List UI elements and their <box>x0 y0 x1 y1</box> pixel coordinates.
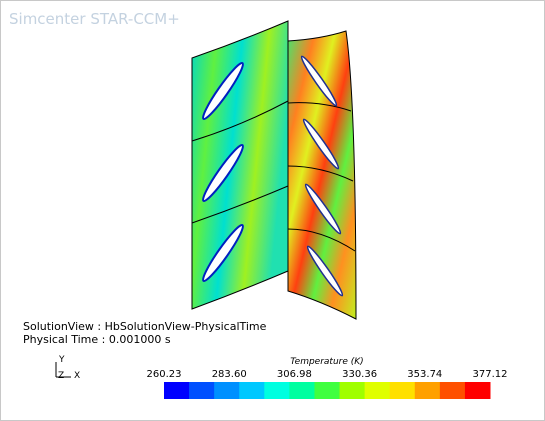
triad-x: X <box>74 371 80 381</box>
colorbar-segment <box>214 382 240 399</box>
colorbar-segment <box>389 382 416 399</box>
right-domain <box>287 30 357 320</box>
colorbar-tick-label: 260.23 <box>147 369 182 380</box>
triad-z: Z <box>58 371 64 381</box>
colorbar-title: Temperature (K) <box>290 357 363 367</box>
colorbar-tick-label: 283.60 <box>212 369 247 380</box>
colorbar-segment <box>339 382 366 399</box>
left-blades <box>202 62 244 282</box>
colorbar-segment <box>314 382 341 399</box>
colorbar-segment <box>364 382 391 399</box>
colorbar-tick-label: 353.74 <box>407 369 442 380</box>
physical-time: Physical Time : 0.001000 s <box>23 333 171 346</box>
axis-triad: Y Z X <box>55 355 80 381</box>
colorbar-tick-label: 330.36 <box>342 369 377 380</box>
triad-y: Y <box>58 355 65 365</box>
colorbar-segment <box>164 382 190 399</box>
colorbar-segment <box>264 382 290 399</box>
colorbar-segment <box>464 382 491 399</box>
colorbar-tick-label: 306.98 <box>277 369 312 380</box>
right-blades <box>300 55 344 297</box>
colorbar-segment <box>289 382 315 399</box>
colorbar-segment <box>414 382 441 399</box>
colorbar-segment <box>439 382 466 399</box>
colorbar: 260.23 283.60 306.98 330.36 353.74 377.12 <box>147 369 508 399</box>
app-title: Simcenter STAR-CCM+ <box>9 10 180 28</box>
colorbar-tick-label: 377.12 <box>473 369 508 380</box>
colorbar-segment <box>189 382 215 399</box>
colorbar-segment <box>239 382 265 399</box>
solution-view: SolutionView : HbSolutionView-PhysicalTi… <box>23 320 267 333</box>
